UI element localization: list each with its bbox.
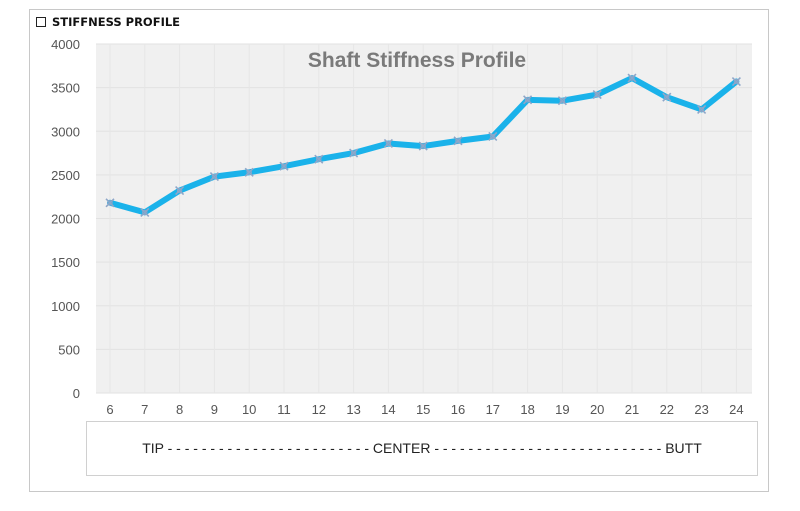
x-axis: 6 7 8 9 10 11 12 13 14 15 16 17 18 19 20 21 22 23 24: [106, 402, 743, 417]
orientation-legend: TIP - - - - - - - - - - - - - - - - - - …: [86, 421, 758, 476]
data-point-marker: [592, 90, 602, 100]
y-tick-label: 3500: [51, 81, 80, 96]
x-tick-label: 24: [729, 402, 743, 417]
x-tick-label: 20: [590, 402, 604, 417]
data-point-marker: [488, 131, 498, 142]
x-tick-label: 16: [451, 402, 465, 417]
x-tick-label: 23: [694, 402, 708, 417]
orientation-text: TIP - - - - - - - - - - - - - - - - - - …: [142, 440, 702, 456]
x-tick-label: 10: [242, 402, 256, 417]
data-point-marker: [244, 167, 254, 177]
y-tick-label: 4000: [51, 37, 80, 52]
series-line: [105, 73, 741, 217]
data-point-marker: [175, 186, 185, 196]
x-tick-label: 14: [381, 402, 395, 417]
x-tick-label: 13: [346, 402, 360, 417]
x-tick-label: 19: [555, 402, 569, 417]
data-point-marker: [627, 73, 637, 83]
data-point-marker: [557, 96, 567, 106]
y-tick-label: 1500: [51, 255, 80, 270]
y-tick-label: 2000: [51, 212, 80, 227]
x-tick-label: 9: [211, 402, 218, 417]
data-point-marker: [418, 141, 428, 151]
data-point-marker: [453, 136, 463, 146]
y-tick-label: 0: [73, 386, 80, 401]
section-header-label: STIFFNESS PROFILE: [52, 15, 181, 29]
data-point-marker: [349, 148, 359, 158]
x-tick-label: 22: [660, 402, 674, 417]
section-header: STIFFNESS PROFILE: [36, 15, 180, 29]
chart-title: Shaft Stiffness Profile: [308, 49, 526, 72]
x-tick-label: 12: [312, 402, 326, 417]
y-axis: 0 500 1000 1500 2000 2500 3000 3500 4000: [51, 37, 80, 401]
x-tick-label: 21: [625, 402, 639, 417]
x-tick-label: 17: [486, 402, 500, 417]
data-point-marker: [662, 92, 672, 102]
x-tick-label: 6: [106, 402, 113, 417]
y-tick-label: 3000: [51, 124, 80, 139]
x-tick-label: 18: [520, 402, 534, 417]
x-tick-label: 8: [176, 402, 183, 417]
x-tick-label: 7: [141, 402, 148, 417]
y-tick-label: 1000: [51, 299, 80, 314]
data-point-marker: [731, 76, 741, 87]
data-point-marker: [209, 172, 219, 182]
data-point-marker: [697, 104, 707, 115]
data-point-marker: [314, 154, 324, 164]
data-point-marker: [279, 161, 289, 171]
data-point-marker: [140, 207, 150, 217]
data-point-marker: [383, 138, 393, 149]
y-tick-label: 2500: [51, 168, 80, 183]
gridlines: [96, 43, 752, 394]
x-tick-label: 11: [277, 402, 291, 417]
data-point-marker: [523, 95, 533, 105]
y-tick-label: 500: [58, 342, 80, 357]
data-point-marker: [105, 198, 115, 208]
checkbox-icon: [36, 17, 46, 27]
x-tick-label: 15: [416, 402, 430, 417]
